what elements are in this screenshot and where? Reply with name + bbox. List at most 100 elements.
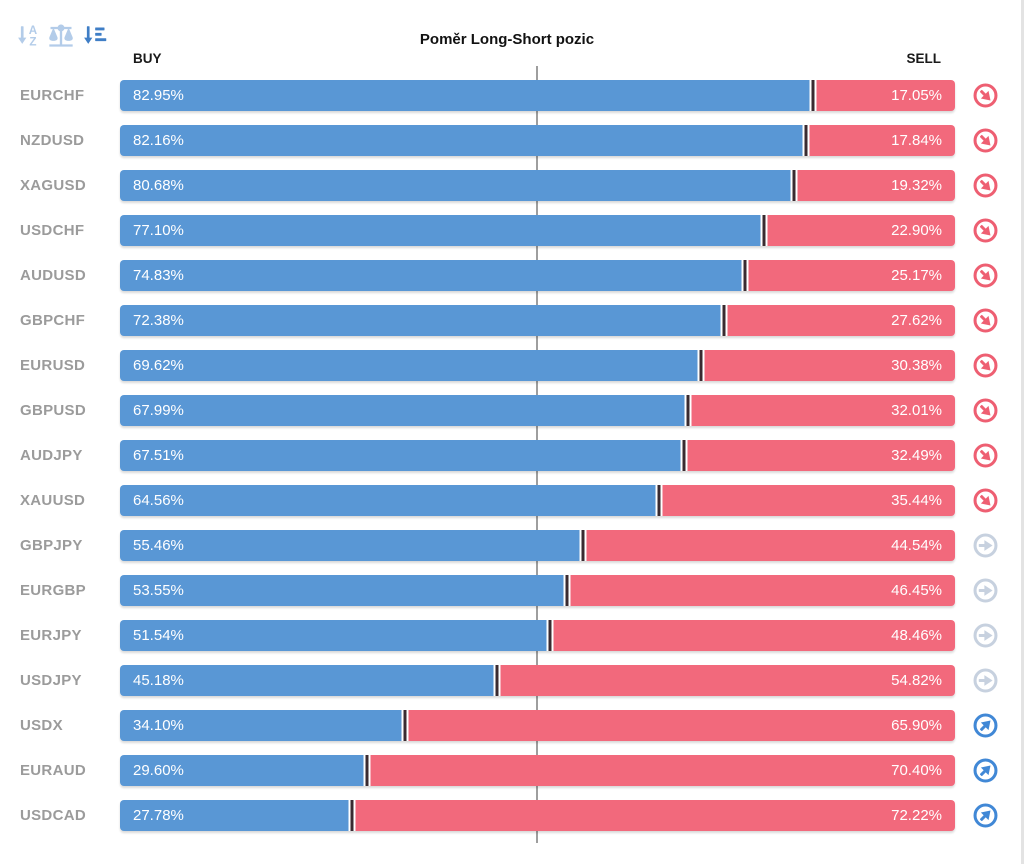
buy-bar: 34.10%	[120, 710, 405, 741]
bar-divider	[802, 125, 810, 156]
pair-label: XAGUSD	[20, 177, 86, 194]
sell-value: 25.17%	[891, 267, 942, 284]
trend-up-icon	[972, 757, 999, 784]
ratio-bar: 69.62% 30.38%	[120, 350, 955, 381]
pair-label: USDCAD	[20, 807, 86, 824]
table-row: USDCHF 77.10% 22.90%	[0, 215, 1024, 246]
table-row: XAGUSD 80.68% 19.32%	[0, 170, 1024, 201]
pair-label: XAUUSD	[20, 492, 86, 509]
bar-divider	[720, 305, 728, 336]
bar-divider	[401, 710, 409, 741]
buy-bar: 69.62%	[120, 350, 702, 381]
sell-bar: 72.22%	[351, 800, 955, 831]
sort-toolbar: A Z	[14, 21, 108, 49]
sell-value: 46.45%	[891, 582, 942, 599]
bar-divider	[363, 755, 371, 786]
buy-value: 77.10%	[133, 222, 184, 239]
pair-label: GBPJPY	[20, 537, 83, 554]
pair-label: USDX	[20, 717, 63, 734]
buy-bar: 64.56%	[120, 485, 660, 516]
buy-column-header: BUY	[133, 51, 162, 66]
page-title: Poměr Long-Short pozic	[419, 31, 595, 48]
buy-value: 67.51%	[133, 447, 184, 464]
trend-neutral-icon	[972, 667, 999, 694]
ratio-bar: 45.18% 54.82%	[120, 665, 955, 696]
table-row: GBPJPY 55.46% 44.54%	[0, 530, 1024, 561]
pair-label: USDJPY	[20, 672, 82, 689]
bar-divider	[546, 620, 554, 651]
bar-divider	[684, 395, 692, 426]
sell-bar: 25.17%	[744, 260, 955, 291]
sort-alphabetical-icon[interactable]: A Z	[14, 21, 42, 49]
sell-bar: 32.49%	[683, 440, 955, 471]
pair-label: NZDUSD	[20, 132, 85, 149]
sell-value: 72.22%	[891, 807, 942, 824]
pair-label: GBPCHF	[20, 312, 86, 329]
ratio-bar: 67.51% 32.49%	[120, 440, 955, 471]
buy-value: 69.62%	[133, 357, 184, 374]
sell-value: 30.38%	[891, 357, 942, 374]
bar-divider	[579, 530, 587, 561]
trend-down-icon	[972, 442, 999, 469]
sell-bar: 54.82%	[497, 665, 955, 696]
table-row: EURUSD 69.62% 30.38%	[0, 350, 1024, 381]
trend-neutral-icon	[972, 622, 999, 649]
pair-label: EURUSD	[20, 357, 86, 374]
table-row: USDCAD 27.78% 72.22%	[0, 800, 1024, 831]
pair-label: GBPUSD	[20, 402, 86, 419]
trend-neutral-icon	[972, 532, 999, 559]
sell-value: 44.54%	[891, 537, 942, 554]
buy-bar: 55.46%	[120, 530, 584, 561]
sell-bar: 17.05%	[812, 80, 955, 111]
scrollbar-track[interactable]	[1021, 0, 1024, 864]
sell-column-header: SELL	[906, 51, 941, 66]
table-row: EURAUD 29.60% 70.40%	[0, 755, 1024, 786]
buy-value: 80.68%	[133, 177, 184, 194]
sell-value: 19.32%	[891, 177, 942, 194]
ratio-bar: 51.54% 48.46%	[120, 620, 955, 651]
bar-divider	[655, 485, 663, 516]
sell-bar: 48.46%	[550, 620, 955, 651]
sell-bar: 44.54%	[583, 530, 955, 561]
ratio-bar: 77.10% 22.90%	[120, 215, 955, 246]
pair-label: EURCHF	[20, 87, 85, 104]
trend-down-icon	[972, 172, 999, 199]
trend-up-icon	[972, 802, 999, 829]
sell-value: 35.44%	[891, 492, 942, 509]
sell-bar: 30.38%	[701, 350, 955, 381]
pair-label: USDCHF	[20, 222, 85, 239]
sell-value: 65.90%	[891, 717, 942, 734]
buy-bar: 51.54%	[120, 620, 551, 651]
buy-bar: 74.83%	[120, 260, 745, 291]
buy-value: 34.10%	[133, 717, 184, 734]
trend-down-icon	[972, 127, 999, 154]
sell-bar: 35.44%	[659, 485, 955, 516]
table-row: XAUUSD 64.56% 35.44%	[0, 485, 1024, 516]
buy-bar: 82.16%	[120, 125, 807, 156]
buy-value: 82.95%	[133, 87, 184, 104]
sell-value: 48.46%	[891, 627, 942, 644]
sell-value: 22.90%	[891, 222, 942, 239]
buy-bar: 67.99%	[120, 395, 688, 426]
bar-divider	[697, 350, 705, 381]
svg-text:Z: Z	[29, 36, 36, 49]
ratio-bar: 29.60% 70.40%	[120, 755, 955, 786]
sell-value: 17.05%	[891, 87, 942, 104]
balance-scale-icon[interactable]	[47, 21, 75, 49]
sell-bar: 22.90%	[763, 215, 955, 246]
buy-value: 53.55%	[133, 582, 184, 599]
buy-bar: 72.38%	[120, 305, 725, 336]
ratio-bar: 27.78% 72.22%	[120, 800, 955, 831]
bar-divider	[563, 575, 571, 606]
pair-label: AUDJPY	[20, 447, 83, 464]
buy-bar: 82.95%	[120, 80, 813, 111]
sell-value: 32.49%	[891, 447, 942, 464]
buy-value: 51.54%	[133, 627, 184, 644]
sort-amount-icon[interactable]	[80, 21, 108, 49]
table-row: EURJPY 51.54% 48.46%	[0, 620, 1024, 651]
trend-down-icon	[972, 397, 999, 424]
table-row: USDJPY 45.18% 54.82%	[0, 665, 1024, 696]
table-row: AUDJPY 67.51% 32.49%	[0, 440, 1024, 471]
ratio-bar: 67.99% 32.01%	[120, 395, 955, 426]
